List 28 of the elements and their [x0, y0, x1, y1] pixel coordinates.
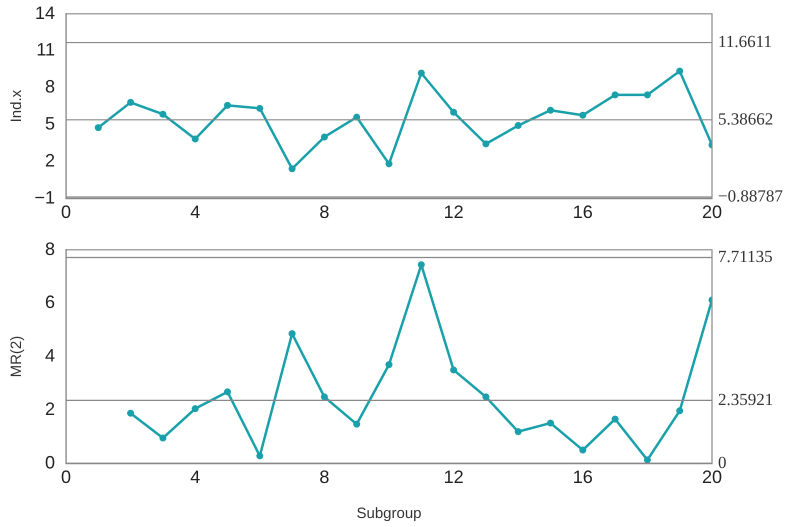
x-tick-label: 16	[572, 467, 593, 488]
x-tick-label: 0	[60, 202, 72, 222]
ref-line-label: 11.6611	[718, 32, 772, 52]
x-tick-label: 12	[444, 202, 464, 222]
x-tick-label: 4	[190, 202, 200, 222]
ref-line-label: 7.71135	[718, 246, 773, 266]
y-tick-label: 14	[34, 2, 55, 23]
y-tick-label: 0	[44, 452, 55, 472]
x-tick-label: 8	[319, 202, 330, 222]
y-tick-label: 8	[44, 76, 55, 97]
y-tick-label: 11	[36, 40, 55, 60]
ref-line-label: 2.35921	[718, 390, 774, 409]
x-tick-label: 4	[190, 467, 200, 488]
x-tick-label: 12	[444, 467, 464, 488]
y-tick-label: 4	[44, 346, 55, 366]
y-tick-label: 5	[44, 114, 55, 134]
y-axis-title: Ind.x	[8, 89, 26, 122]
y-tick-label: 2	[44, 150, 55, 170]
x-axis-title: Subgroup	[356, 505, 422, 522]
y-tick-label: 6	[44, 292, 55, 312]
y-axis-title: MR(2)	[8, 336, 26, 378]
x-tick-label: 16	[572, 202, 593, 222]
y-tick-label: 8	[44, 238, 55, 259]
x-tick-label: 0	[60, 467, 72, 488]
y-tick-label: −1	[34, 187, 55, 208]
y-tick-label: 2	[44, 398, 55, 419]
ref-line-label: 5.38662	[718, 109, 774, 128]
x-tick-label: 8	[319, 467, 330, 488]
